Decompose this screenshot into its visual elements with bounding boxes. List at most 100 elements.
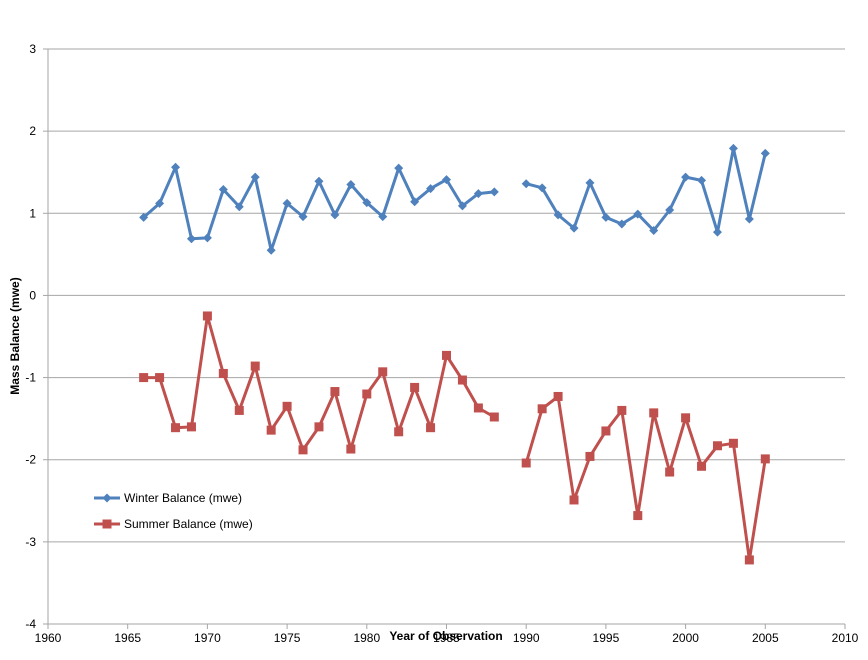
data-point <box>186 234 196 244</box>
data-point <box>473 403 483 413</box>
x-tick-label: 2000 <box>672 631 699 645</box>
data-point <box>744 214 754 224</box>
data-point <box>155 373 165 383</box>
y-axis-title: Mass Balance (mwe) <box>8 277 22 394</box>
y-tick-label: 1 <box>29 206 36 220</box>
data-point <box>186 422 196 432</box>
legend-label: Winter Balance (mwe) <box>124 491 242 505</box>
data-point <box>649 226 659 236</box>
data-point <box>330 210 340 220</box>
data-point <box>665 467 675 477</box>
data-point <box>457 375 467 385</box>
legend-item: Summer Balance (mwe) <box>94 517 253 531</box>
data-point <box>760 454 770 464</box>
data-point <box>553 210 563 220</box>
data-point <box>218 368 228 378</box>
data-point <box>426 184 436 194</box>
y-tick-label: -4 <box>25 617 36 631</box>
data-point <box>314 176 324 186</box>
data-point <box>442 175 451 185</box>
y-tick-label: 0 <box>29 288 36 302</box>
data-point <box>617 405 627 415</box>
data-point <box>697 175 707 185</box>
data-point <box>394 427 404 437</box>
data-point <box>362 389 372 399</box>
legend-marker <box>102 493 112 503</box>
data-point <box>712 441 722 451</box>
data-point <box>569 495 579 505</box>
data-point <box>426 423 436 433</box>
data-point <box>202 233 212 243</box>
legend-marker <box>102 519 112 529</box>
x-tick-label: 2005 <box>752 631 779 645</box>
x-tick-label: 2010 <box>832 631 859 645</box>
data-point <box>681 413 691 423</box>
data-point <box>585 451 595 461</box>
data-point <box>537 183 547 193</box>
x-axis-title: Year of Observation <box>389 629 502 643</box>
data-point <box>378 212 388 222</box>
data-point <box>744 555 754 565</box>
data-point <box>266 245 276 255</box>
data-point <box>171 162 181 172</box>
data-point <box>410 382 420 392</box>
data-point <box>234 405 244 415</box>
data-point <box>171 423 181 433</box>
data-point <box>537 404 547 414</box>
y-axis: 3 2 1 0 -1 -2 -3 -4 <box>25 42 49 631</box>
data-point <box>314 422 324 432</box>
x-tick-label: 1960 <box>35 631 62 645</box>
x-tick-label: 1980 <box>353 631 380 645</box>
y-tick-label: -3 <box>25 535 36 549</box>
data-point <box>521 179 531 189</box>
data-point <box>760 148 770 158</box>
data-point <box>282 401 292 411</box>
data-point <box>330 387 340 397</box>
data-point <box>601 426 611 436</box>
data-point <box>617 219 627 229</box>
data-point <box>681 172 691 182</box>
data-point <box>202 311 212 321</box>
data-point <box>250 172 260 182</box>
data-point <box>712 227 722 237</box>
data-point <box>394 163 404 173</box>
data-point <box>362 198 372 208</box>
x-tick-label: 1970 <box>194 631 221 645</box>
data-point <box>250 361 260 371</box>
data-point <box>489 187 499 197</box>
data-point <box>139 212 149 222</box>
data-point <box>266 425 276 435</box>
series-summer <box>139 311 770 565</box>
data-point <box>601 212 611 222</box>
data-point <box>585 178 595 188</box>
data-point <box>457 201 467 211</box>
data-point <box>649 408 659 418</box>
x-tick-label: 1965 <box>114 631 141 645</box>
series-layer <box>139 143 770 565</box>
data-point <box>553 391 563 401</box>
y-tick-label: 3 <box>29 42 36 56</box>
data-point <box>665 205 675 215</box>
data-point <box>521 458 531 468</box>
series-line <box>525 146 767 234</box>
legend-label: Summer Balance (mwe) <box>124 517 253 531</box>
data-point <box>218 184 228 194</box>
data-point <box>378 367 388 377</box>
data-point <box>728 438 738 448</box>
data-point <box>282 198 292 208</box>
data-point <box>298 445 308 455</box>
data-point <box>697 461 707 471</box>
data-point <box>569 223 579 233</box>
data-point <box>489 412 499 422</box>
legend: Winter Balance (mwe) Summer Balance (mwe) <box>94 491 253 531</box>
series-winter <box>139 143 770 255</box>
grid-lines <box>48 48 845 625</box>
y-tick-label: -2 <box>25 453 36 467</box>
data-point <box>442 350 451 360</box>
data-point <box>633 511 643 521</box>
legend-item: Winter Balance (mwe) <box>94 491 242 505</box>
data-point <box>633 209 643 219</box>
data-point <box>298 212 308 222</box>
data-point <box>155 198 165 208</box>
data-point <box>410 197 420 207</box>
